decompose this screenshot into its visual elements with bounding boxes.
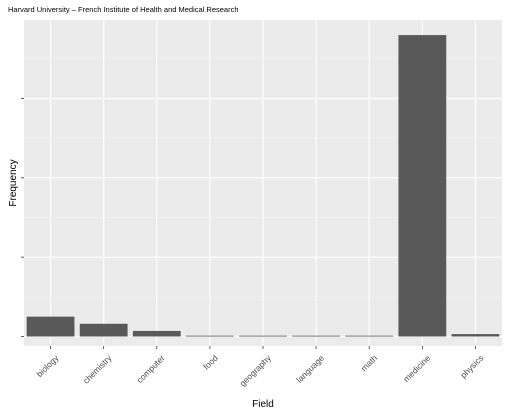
x-tick-label: geography — [237, 352, 273, 388]
chart-title: Harvard University – French Institute of… — [8, 5, 239, 14]
x-tick-label: biology — [34, 352, 61, 379]
bar-biology — [26, 316, 75, 337]
y-axis-title: Frequency — [8, 159, 19, 206]
x-tick-label: language — [294, 353, 326, 385]
x-tick-label: chemistry — [81, 352, 114, 385]
x-tick-label: computer — [135, 353, 167, 385]
y-axis — [21, 98, 24, 337]
bars — [26, 35, 500, 337]
x-tick-label: medicine — [401, 353, 432, 384]
bar-food — [185, 335, 234, 337]
bar-math — [345, 335, 394, 337]
x-tick-label: food — [201, 353, 220, 372]
x-axis: biology chemistry computer food geography lan… — [34, 346, 485, 388]
bar-physics — [451, 334, 500, 337]
bar-geography — [239, 335, 287, 337]
x-axis-title: Field — [252, 399, 274, 410]
bar-computer — [132, 330, 181, 337]
x-tick-label: physics — [458, 353, 485, 380]
x-tick-label: math — [359, 353, 380, 374]
bar-medicine — [398, 35, 447, 337]
bar-language — [292, 335, 341, 337]
bar-chemistry — [79, 323, 128, 337]
